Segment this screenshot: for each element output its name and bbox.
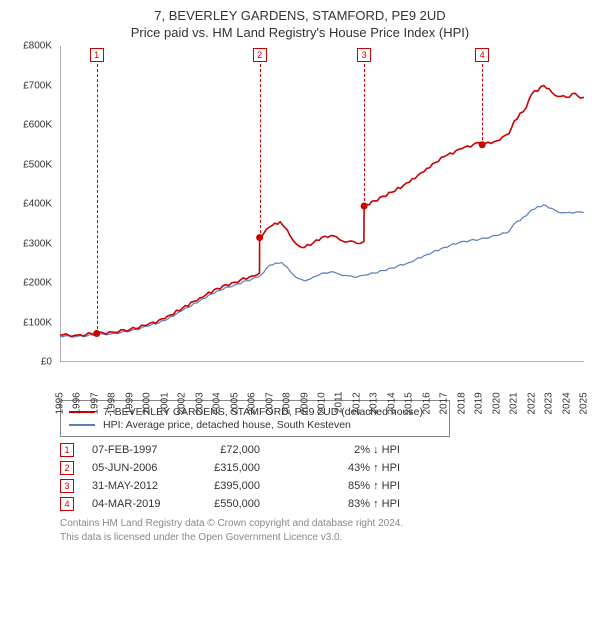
sale-price: £395,000 [204,480,300,492]
title-block: 7, BEVERLEY GARDENS, STAMFORD, PE9 2UD P… [10,8,590,40]
x-axis-label: 2016 [421,392,432,414]
x-axis-label: 2006 [247,392,258,414]
sale-marker-badge: 1 [90,48,104,62]
x-axis-label: 2015 [404,392,415,414]
sale-marker-guideline [97,64,98,334]
table-row: 1 07-FEB-1997 £72,000 2% ↓ HPI [60,443,590,457]
x-axis-label: 1998 [107,392,118,414]
legend-swatch [69,424,95,426]
chart-area: 1234 £0£100K£200K£300K£400K£500K£600K£70… [16,46,584,392]
sale-date: 07-FEB-1997 [92,444,204,456]
sale-marker-icon: 4 [60,497,74,511]
sale-price: £315,000 [204,462,300,474]
x-axis-label: 2001 [159,392,170,414]
x-axis-label: 2000 [142,392,153,414]
y-axis-label: £300K [12,238,56,249]
x-axis-label: 2025 [579,392,590,414]
chart-subtitle: Price paid vs. HM Land Registry's House … [10,25,590,40]
x-axis-label: 2023 [544,392,555,414]
x-axis-label: 2002 [177,392,188,414]
x-axis-label: 2019 [474,392,485,414]
x-axis-label: 2024 [561,392,572,414]
chart-title: 7, BEVERLEY GARDENS, STAMFORD, PE9 2UD [10,8,590,23]
x-axis-label: 2007 [264,392,275,414]
sale-marker-guideline [482,64,483,145]
footer-attribution: Contains HM Land Registry data © Crown c… [60,517,590,544]
table-row: 2 05-JUN-2006 £315,000 43% ↑ HPI [60,461,590,475]
y-axis-label: £700K [12,80,56,91]
footer-line: Contains HM Land Registry data © Crown c… [60,517,590,531]
chart-container: 7, BEVERLEY GARDENS, STAMFORD, PE9 2UD P… [0,0,600,620]
x-axis-label: 1996 [72,392,83,414]
sale-marker-badge: 2 [253,48,267,62]
y-axis-label: £200K [12,278,56,289]
x-axis-label: 2022 [526,392,537,414]
x-axis-label: 2010 [317,392,328,414]
sale-marker-badge: 4 [475,48,489,62]
sale-marker-icon: 1 [60,443,74,457]
x-axis-label: 2011 [334,392,345,414]
sale-diff: 2% ↓ HPI [300,444,400,456]
x-axis-label: 1995 [55,392,66,414]
x-axis-label: 1997 [89,392,100,414]
y-axis-label: £800K [12,41,56,52]
y-axis-label: £100K [12,317,56,328]
chart-plot: 1 2 3 4 [60,46,584,362]
x-axis-label: 2004 [212,392,223,414]
x-axis-label: 2021 [509,392,520,414]
table-row: 3 31-MAY-2012 £395,000 85% ↑ HPI [60,479,590,493]
sale-date: 31-MAY-2012 [92,480,204,492]
sale-marker-icon: 2 [60,461,74,475]
sale-marker-badge: 3 [357,48,371,62]
legend-label: HPI: Average price, detached house, Sout… [103,419,351,431]
sale-diff: 83% ↑ HPI [300,498,400,510]
sale-marker-guideline [260,64,261,238]
sale-date: 05-JUN-2006 [92,462,204,474]
y-axis-label: £400K [12,199,56,210]
y-axis-label: £500K [12,159,56,170]
sale-marker-guideline [364,64,365,206]
y-axis-label: £600K [12,120,56,131]
x-axis-label: 2008 [282,392,293,414]
sale-marker-icon: 3 [60,479,74,493]
sale-price: £72,000 [204,444,300,456]
x-axis-label: 2012 [351,392,362,414]
chart-svg [60,46,584,362]
sale-price: £550,000 [204,498,300,510]
x-axis-label: 2003 [194,392,205,414]
x-axis-label: 2020 [491,392,502,414]
x-axis-label: 2014 [386,392,397,414]
x-axis-label: 1999 [124,392,135,414]
x-axis-label: 2018 [456,392,467,414]
sale-diff: 43% ↑ HPI [300,462,400,474]
y-axis-label: £0 [12,357,56,368]
legend-item: HPI: Average price, detached house, Sout… [69,419,441,431]
sale-date: 04-MAR-2019 [92,498,204,510]
sale-diff: 85% ↑ HPI [300,480,400,492]
x-axis-label: 2013 [369,392,380,414]
footer-line: This data is licensed under the Open Gov… [60,531,590,545]
x-axis-label: 2005 [229,392,240,414]
table-row: 4 04-MAR-2019 £550,000 83% ↑ HPI [60,497,590,511]
x-axis-label: 2017 [439,392,450,414]
sales-table: 1 07-FEB-1997 £72,000 2% ↓ HPI 2 05-JUN-… [60,443,590,511]
x-axis-label: 2009 [299,392,310,414]
